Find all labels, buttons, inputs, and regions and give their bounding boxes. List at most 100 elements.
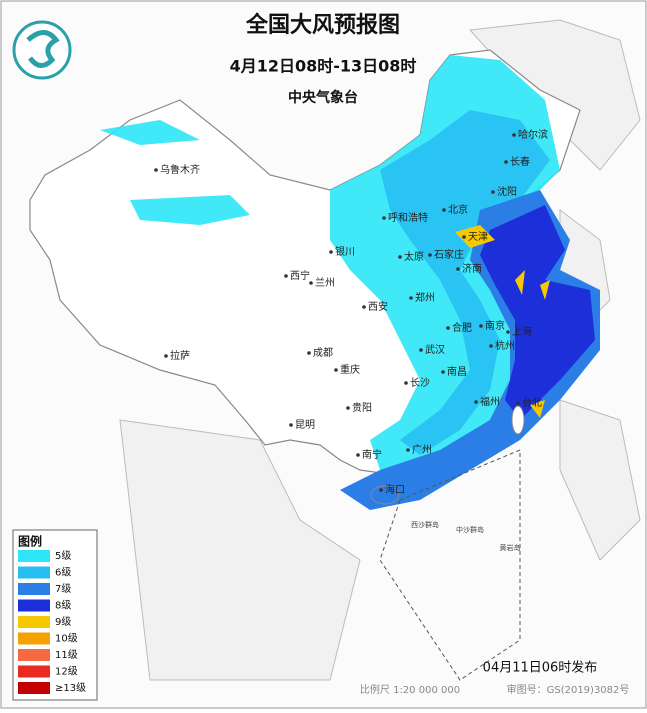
legend-swatch: [18, 550, 50, 562]
city-dot: [442, 208, 446, 212]
city-label: 福州: [480, 395, 500, 408]
city-label: 拉萨: [170, 349, 190, 362]
city-dot: [346, 406, 350, 410]
wind-area: [480, 205, 595, 420]
city-label: 石家庄: [434, 248, 464, 261]
city-dot: [504, 160, 508, 164]
city-label: 沈阳: [497, 185, 517, 198]
city-dot: [456, 267, 460, 271]
legend-swatch: [18, 682, 50, 694]
legend-label: 5级: [55, 550, 71, 562]
city-dot: [506, 330, 510, 334]
legend-swatch: [18, 566, 50, 579]
city-label: 天津: [468, 231, 488, 243]
title: 全国大风预报图: [245, 12, 400, 38]
city-dot: [309, 281, 313, 285]
island-label: 中沙群岛: [456, 525, 484, 534]
city-dot: [474, 400, 478, 404]
city-dot: [334, 368, 338, 372]
legend-swatch: [18, 583, 50, 595]
period: 4月12日08时-13日08时: [230, 57, 417, 76]
city-label: 长春: [510, 156, 530, 168]
legend-title: 图例: [18, 534, 42, 549]
legend-swatch: [18, 616, 50, 628]
city-label: 乌鲁木齐: [160, 163, 200, 176]
city-label: 太原: [404, 250, 424, 263]
city-label: 济南: [462, 262, 482, 275]
city-dot: [479, 324, 483, 328]
city-label: 广州: [412, 444, 432, 456]
legend-label: ≥13级: [55, 682, 86, 694]
city-dot: [516, 401, 520, 405]
agency: 中央气象台: [288, 89, 358, 106]
city-label: 北京: [448, 203, 468, 216]
city-dot: [164, 354, 168, 358]
city-label: 南昌: [447, 365, 467, 378]
legend-label: 11级: [55, 649, 78, 661]
city-label: 长沙: [410, 377, 430, 389]
legend: 图例 5级 6级 7级 8级 9级 10级 11级 12级 ≥13级: [12, 529, 98, 701]
city-dot: [428, 253, 432, 257]
city-label: 西宁: [290, 269, 310, 282]
legend-label: 8级: [55, 600, 71, 612]
city-dot: [446, 326, 450, 330]
logo: [12, 20, 72, 80]
hainan: [370, 485, 400, 505]
legend-swatch: [18, 632, 50, 645]
scale: 比例尺 1:20 000 000: [360, 683, 460, 696]
city-dot: [356, 453, 360, 457]
city-dot: [406, 448, 410, 452]
island-label: 黄岩岛: [500, 543, 521, 552]
city-label: 昆明: [295, 419, 315, 431]
legend-label: 9级: [55, 616, 71, 628]
legend-label: 6级: [55, 567, 71, 579]
legend-swatch: [18, 649, 50, 661]
legend-label: 12级: [55, 666, 78, 678]
city-label: 南京: [485, 319, 505, 332]
city-dot: [379, 488, 383, 492]
city-dot: [329, 250, 333, 254]
legend-label: 10级: [55, 633, 78, 645]
taiwan: [511, 405, 525, 435]
city-dot: [491, 190, 495, 194]
city-label: 成都: [313, 347, 333, 359]
city-label: 兰州: [315, 276, 335, 289]
city-label: 呼和浩特: [388, 212, 428, 224]
city-dot: [409, 296, 413, 300]
city-dot: [154, 168, 158, 172]
island-label: 西沙群岛: [411, 520, 439, 529]
city-label: 哈尔滨: [518, 128, 548, 141]
city-dot: [362, 305, 366, 309]
wind-area: [380, 110, 550, 455]
city-label: 杭州: [495, 339, 515, 352]
city-dot: [382, 216, 386, 220]
legend-swatch: [18, 665, 50, 678]
city-label: 西安: [368, 300, 388, 313]
city-dot: [441, 370, 445, 374]
city-label: 海口: [385, 483, 405, 496]
city-dot: [284, 274, 288, 278]
city-label: 贵阳: [352, 401, 372, 414]
city-label: 南宁: [362, 448, 382, 461]
wind-areas: [100, 55, 600, 510]
city-label: 银川: [335, 245, 355, 258]
city-label: 重庆: [340, 363, 360, 376]
city-dot: [289, 423, 293, 427]
city-dot: [404, 381, 408, 385]
city-dot: [489, 344, 493, 348]
city-dot: [398, 255, 402, 259]
city-label: 郑州: [415, 291, 435, 304]
city-label: 合肥: [452, 321, 472, 334]
legend-label: 7级: [55, 583, 71, 595]
city-dot: [419, 348, 423, 352]
city-label: 台北: [522, 396, 542, 409]
legend-swatch: [18, 599, 50, 612]
city-dot: [512, 133, 516, 137]
city-label: 武汉: [425, 343, 445, 356]
city-dot: [462, 235, 466, 239]
issued-time: 04月11日06时发布: [483, 660, 598, 676]
city-label: 上海: [512, 325, 532, 338]
